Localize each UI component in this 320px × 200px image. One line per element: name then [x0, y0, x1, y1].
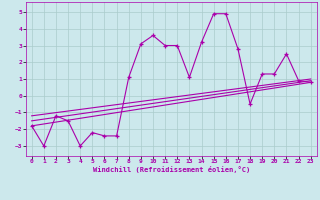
X-axis label: Windchill (Refroidissement éolien,°C): Windchill (Refroidissement éolien,°C) [92, 166, 250, 173]
